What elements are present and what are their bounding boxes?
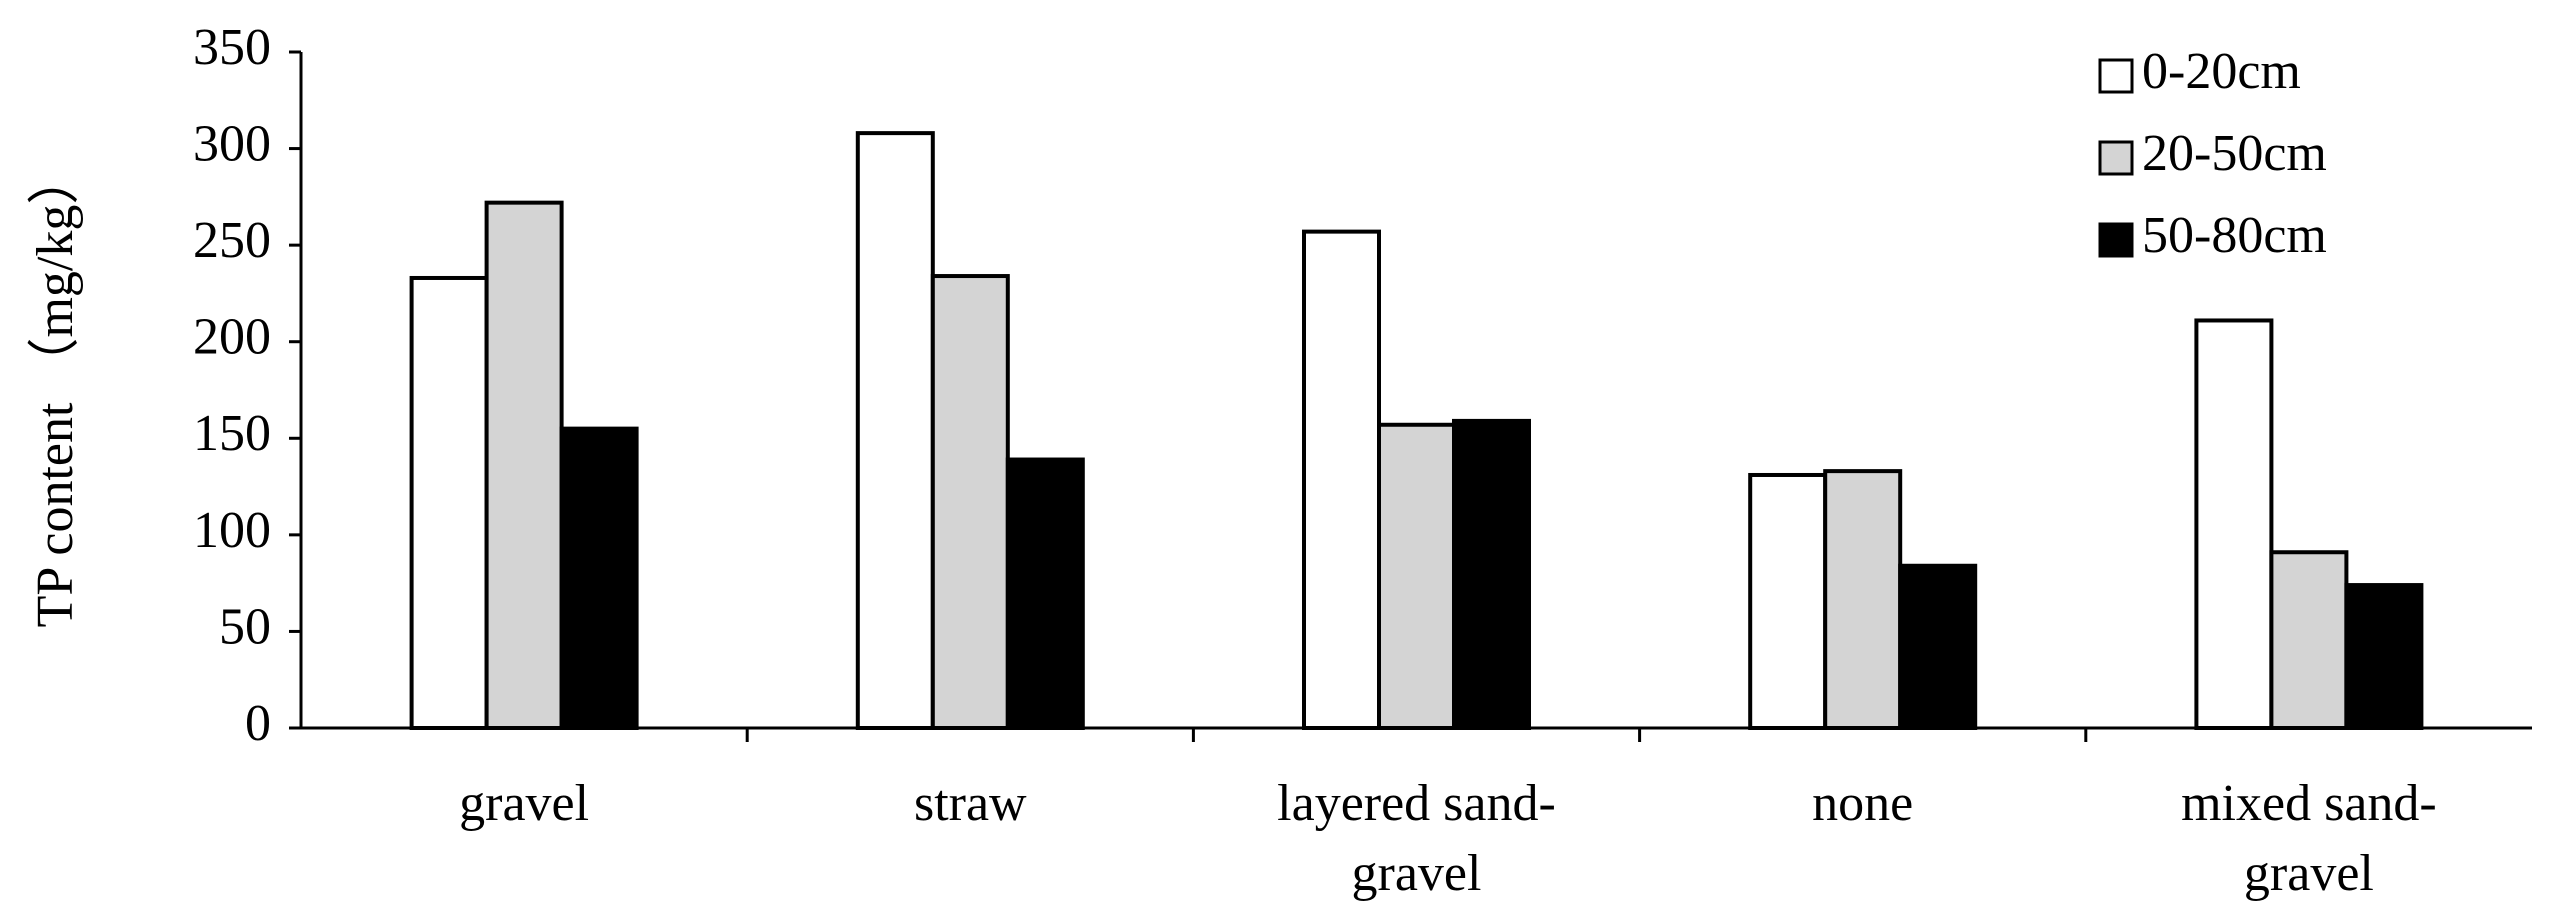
x-tick-label: straw [914, 775, 1027, 832]
bar [1823, 469, 1903, 730]
bar [930, 274, 1010, 730]
x-tick-label: none [1812, 775, 1913, 832]
y-tick-label: 0 [245, 695, 271, 752]
y-tick-label: 350 [193, 19, 271, 76]
legend-label: 0-20cm [2142, 43, 2301, 100]
bar [1898, 563, 1978, 731]
y-tick-label: 300 [193, 116, 271, 173]
bar [2344, 583, 2424, 730]
y-tick-label: 250 [193, 212, 271, 269]
legend-label: 50-80cm [2142, 207, 2327, 264]
y-axis-label: TP content （mg/kg） [27, 153, 84, 628]
bar [2194, 318, 2274, 730]
bar [484, 200, 564, 730]
y-tick-label: 200 [193, 309, 271, 366]
bar [409, 275, 489, 730]
y-tick-label: 100 [193, 502, 271, 559]
bar [1452, 418, 1531, 730]
bar [1302, 229, 1381, 730]
legend-swatch [2098, 140, 2134, 176]
legend-swatch [2098, 58, 2134, 94]
x-tick-label: gravel [459, 775, 589, 832]
bar [2269, 550, 2349, 730]
y-tick-label: 50 [219, 598, 271, 655]
bar [1748, 472, 1828, 730]
legend-label: 20-50cm [2142, 125, 2327, 182]
bar [1377, 422, 1456, 730]
y-tick-label: 150 [193, 405, 271, 462]
bar [855, 131, 935, 730]
x-tick-label: mixed sand-gravel [2181, 775, 2437, 902]
bar [1005, 457, 1085, 730]
bar [559, 426, 639, 730]
legend-swatch [2098, 222, 2134, 258]
x-tick-label: layered sand-gravel [1277, 775, 1556, 902]
